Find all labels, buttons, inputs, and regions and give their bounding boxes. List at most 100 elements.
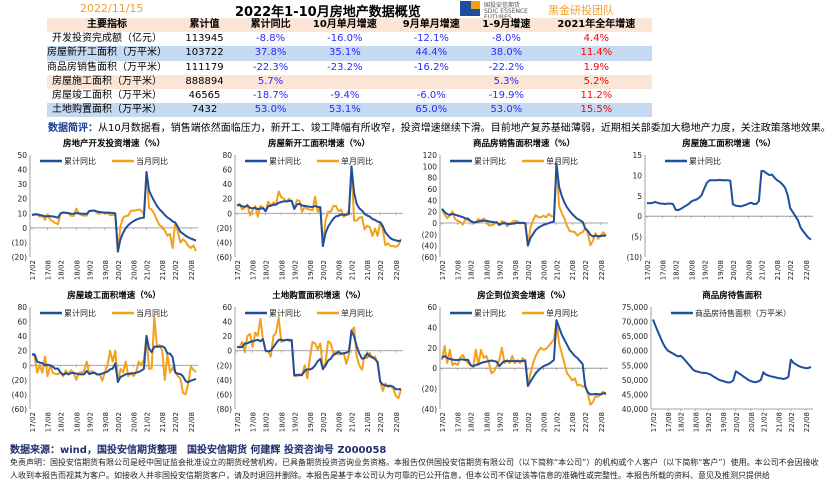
chart-svg: 房企到位资金增速（%） 60 40 20 0 (20) (40)17/02 17/08 18/0… xyxy=(422,290,608,432)
x-tick-label: 18/08 xyxy=(693,412,701,432)
y-tick-label: 80 xyxy=(17,303,27,312)
chart-land-purchase-growth: 土地购置面积增速（%） 60 40 20 0 (20) (40) (60) (80) 17/02 1… xyxy=(205,287,410,439)
table-cell: -9.4% xyxy=(330,90,360,102)
y-tick-label: (40) xyxy=(422,242,437,251)
y-tick-label: 75,000 xyxy=(622,303,648,312)
table-cell: 5.2% xyxy=(540,74,652,89)
chart-svg: 房屋竣工面积增速（%） 80 60 40 20 0 (20) (40) (60)17/02 17/… xyxy=(12,290,198,432)
x-tick-label: 19/08 xyxy=(102,412,110,432)
x-tick-label: 19/02 xyxy=(291,412,299,432)
table-cell: -6.0% xyxy=(416,90,446,102)
table-cell: -8.0% xyxy=(491,33,521,45)
y-tick-label: 55,000 xyxy=(622,361,648,370)
y-tick-label: 120 xyxy=(423,151,438,160)
report-date: 2022/11/15 xyxy=(80,2,144,15)
x-tick-label: 22/02 xyxy=(172,260,180,280)
chart-svg: 房屋施工面积增速（%） 15 10 5 0 (5) (10)17/02 17/08 18/02 1… xyxy=(627,138,813,280)
chart-new-construction-growth: 房屋新开工面积增速（%） 80 60 40 20 0 (20) (40) (60) 17/02 17… xyxy=(205,135,410,287)
commentary-text: 从10月数据看，销售端依然面临压力，新开工、竣工降幅有所收窄，投资增速继续下滑。… xyxy=(98,123,827,134)
column-header: 1-9月增速 xyxy=(471,18,541,33)
x-tick-label: 22/02 xyxy=(582,260,590,280)
x-tick-label: 19/02 xyxy=(705,412,713,432)
indicator-name: 房屋竣工面积（万平米） xyxy=(52,90,162,102)
data-commentary: 数据简评：从10月数据看，销售端依然面临压力，新开工、竣工降幅有所收窄，投资增速… xyxy=(48,119,827,134)
x-tick-label: 17/08 xyxy=(250,260,258,280)
indicator-name: 房屋施工面积（万平米） xyxy=(47,74,167,89)
x-tick-label: 18/08 xyxy=(483,412,491,432)
chart-title: 商品房待售面积 xyxy=(702,290,762,301)
y-tick-label: 0 xyxy=(432,219,437,228)
x-tick-label: 17/02 xyxy=(29,260,37,280)
x-tick-label: 21/08 xyxy=(364,260,372,280)
chart-svg: 房地产开发投资增速（%） 50 40 30 20 10 0 (10) (20)17/02 17/0… xyxy=(12,138,198,280)
column-header: 2021年全年增速 xyxy=(540,18,652,33)
y-tick-label: 20 xyxy=(17,195,27,204)
table-row: 房屋施工面积（万平米） 888894 5.7% 5.3% 5.2% xyxy=(47,74,652,89)
legend-label: 单月同比 xyxy=(546,156,578,166)
x-tick-label: 21/02 xyxy=(144,412,152,432)
chart-title: 房企到位资金增速（%） xyxy=(477,290,571,301)
x-tick-label: 19/02 xyxy=(496,412,504,432)
x-tick-label: 17/08 xyxy=(455,260,463,280)
table-cell: -8.8% xyxy=(256,33,286,45)
legend-label: 累计同比 xyxy=(474,156,506,166)
x-tick-label: 20/02 xyxy=(525,412,533,432)
table-cell: -23.2% xyxy=(327,61,363,73)
x-tick-label: 21/08 xyxy=(569,260,577,280)
x-tick-label: 17/08 xyxy=(45,412,53,432)
y-tick-label: 20 xyxy=(222,332,232,341)
x-tick-label: 21/08 xyxy=(159,260,167,280)
table-cell: 35.1% xyxy=(299,46,391,61)
x-tick-label: 18/02 xyxy=(678,412,686,432)
table-cell: 113945 xyxy=(185,33,224,45)
y-tick-label: 50 xyxy=(17,151,27,160)
data-source: 数据来源：wind，国投安信期货整理 国投安信期货 何建辉 投资咨询号 Z000… xyxy=(10,445,387,456)
legend-label: 当月同比 xyxy=(136,308,168,318)
series-line-monthly xyxy=(441,162,607,247)
legend-label: 单月同比 xyxy=(341,308,373,318)
x-tick-label: 20/02 xyxy=(525,260,533,280)
table-cell xyxy=(299,74,391,89)
y-tick-label: 80 xyxy=(427,174,437,183)
x-tick-label: 21/02 xyxy=(554,412,562,432)
x-tick-label: 22/02 xyxy=(377,260,385,280)
x-tick-label: 22/02 xyxy=(582,412,590,432)
table-cell: -16.0% xyxy=(327,33,363,45)
x-tick-label: 21/02 xyxy=(759,260,767,280)
chart-svg: 土地购置面积增速（%） 60 40 20 0 (20) (40) (60) (80)17/02 1… xyxy=(217,290,403,432)
y-tick-label: 40 xyxy=(222,180,232,189)
chart-completion-growth: 房屋竣工面积增速（%） 80 60 40 20 0 (20) (40) (60) 17/02 17/… xyxy=(0,287,205,439)
legend-label: 累计同比 xyxy=(269,308,301,318)
chart-svg: 商品房待售面积 75,000 70,000 65,000 60,000 55,000 50,… xyxy=(622,290,813,432)
y-tick-label: (40) xyxy=(12,390,27,399)
legend-label: 当月同比 xyxy=(136,156,168,166)
y-tick-label: 20 xyxy=(427,344,437,353)
chart-under-construction-growth: 房屋施工面积增速（%） 15 10 5 0 (5) (10) 17/02 17/08 18/02 1… xyxy=(615,135,820,287)
table-cell: 15.5% xyxy=(540,103,652,118)
y-tick-label: 40 xyxy=(427,323,437,332)
x-tick-label: 21/02 xyxy=(554,260,562,280)
series-line-cumulative xyxy=(441,319,607,396)
x-tick-label: 19/08 xyxy=(102,260,110,280)
y-tick-label: 20 xyxy=(427,208,437,217)
y-tick-label: 0 xyxy=(227,347,232,356)
x-tick-label: 17/08 xyxy=(45,260,53,280)
x-tick-label: 22/08 xyxy=(598,260,606,280)
x-tick-label: 22/08 xyxy=(393,260,401,280)
indicator-name: 商品房销售面积（万平米） xyxy=(47,61,167,73)
y-tick-label: (20) xyxy=(217,224,232,233)
x-tick-label: 20/02 xyxy=(115,412,123,432)
y-tick-label: (5) xyxy=(631,233,642,242)
x-tick-label: 17/02 xyxy=(650,412,658,432)
column-header: 累计值 xyxy=(167,18,242,33)
x-tick-label: 22/08 xyxy=(188,412,196,432)
table-row: 商品房销售面积（万平米） 111179 -22.3% -23.2% -16.2% -22.… xyxy=(47,61,652,75)
x-tick-label: 21/08 xyxy=(775,412,783,432)
legend-label: 累计同比 xyxy=(269,156,301,166)
x-tick-label: 18/08 xyxy=(73,260,81,280)
x-tick-label: 18/08 xyxy=(73,412,81,432)
y-tick-label: 40 xyxy=(17,166,27,175)
series-line-cumulative xyxy=(652,319,812,384)
company-logo-icon xyxy=(460,1,480,16)
legend-label: 累计同比 xyxy=(689,156,721,166)
